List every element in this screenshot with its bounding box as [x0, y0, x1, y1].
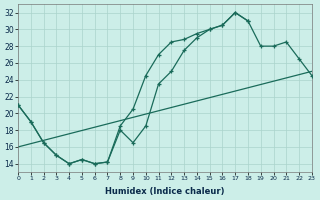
X-axis label: Humidex (Indice chaleur): Humidex (Indice chaleur): [105, 187, 225, 196]
